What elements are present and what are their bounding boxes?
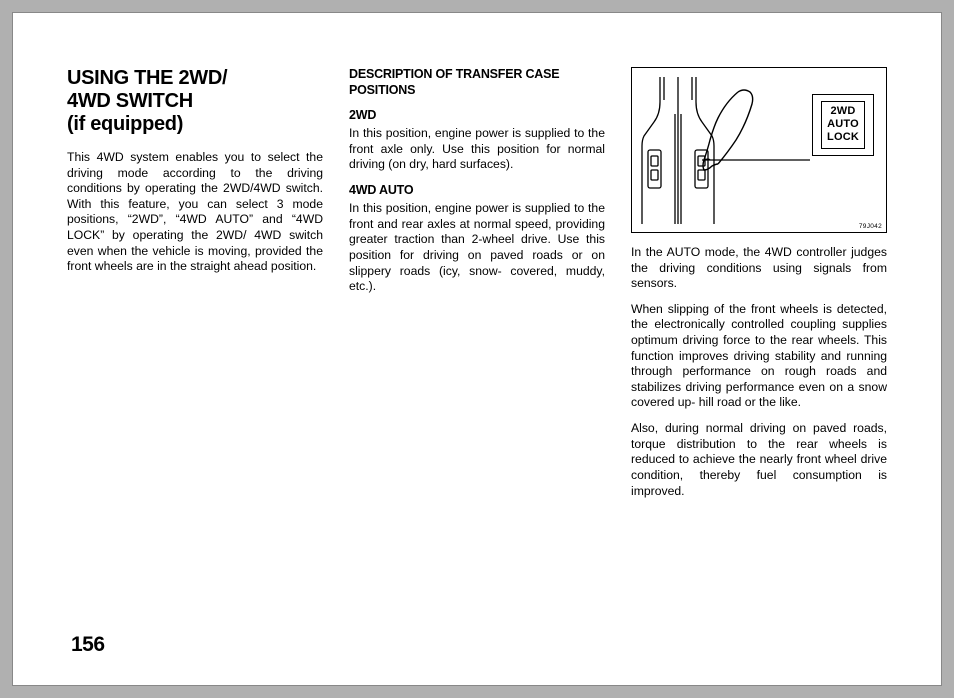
intro-paragraph: This 4WD system enables you to select th… (67, 150, 323, 275)
column-layout: USING THE 2WD/ 4WD SWITCH (if equipped) … (67, 67, 887, 509)
manual-page: USING THE 2WD/ 4WD SWITCH (if equipped) … (12, 12, 942, 686)
callout-leader-icon (702, 156, 822, 176)
page-number: 156 (71, 633, 105, 657)
auto-paragraph-3: Also, during normal driving on paved roa… (631, 421, 887, 499)
column-1: USING THE 2WD/ 4WD SWITCH (if equipped) … (67, 67, 323, 509)
callout-2wd: 2WD (827, 105, 859, 118)
column-3: 2WD AUTO LOCK 79J042 In the AUTO mode, t… (631, 67, 887, 509)
transfer-switch-figure: 2WD AUTO LOCK 79J042 (631, 67, 887, 233)
callout-auto: AUTO (827, 118, 859, 131)
section-title-line1: USING THE 2WD/ (67, 67, 227, 89)
console-illustration-icon (638, 74, 778, 228)
section-title-line3: (if equipped) (67, 113, 183, 135)
mode-2wd-heading: 2WD (349, 108, 605, 122)
callout-lock: LOCK (827, 131, 859, 144)
section-title: USING THE 2WD/ 4WD SWITCH (if equipped) (67, 67, 323, 136)
auto-paragraph-1: In the AUTO mode, the 4WD controller jud… (631, 245, 887, 292)
figure-code: 79J042 (859, 223, 882, 230)
switch-callout: 2WD AUTO LOCK (812, 94, 874, 156)
column-2: DESCRIPTION OF TRANSFER CASE POSITIONS 2… (349, 67, 605, 509)
spacer (631, 235, 887, 245)
auto-paragraph-2: When slipping of the front wheels is det… (631, 302, 887, 411)
mode-4wd-auto-text: In this position, engine power is suppli… (349, 201, 605, 295)
section-title-line2: 4WD SWITCH (67, 90, 193, 112)
mode-4wd-auto-heading: 4WD AUTO (349, 183, 605, 197)
description-heading: DESCRIPTION OF TRANSFER CASE POSITIONS (349, 67, 605, 98)
mode-2wd-text: In this position, engine power is suppli… (349, 126, 605, 173)
